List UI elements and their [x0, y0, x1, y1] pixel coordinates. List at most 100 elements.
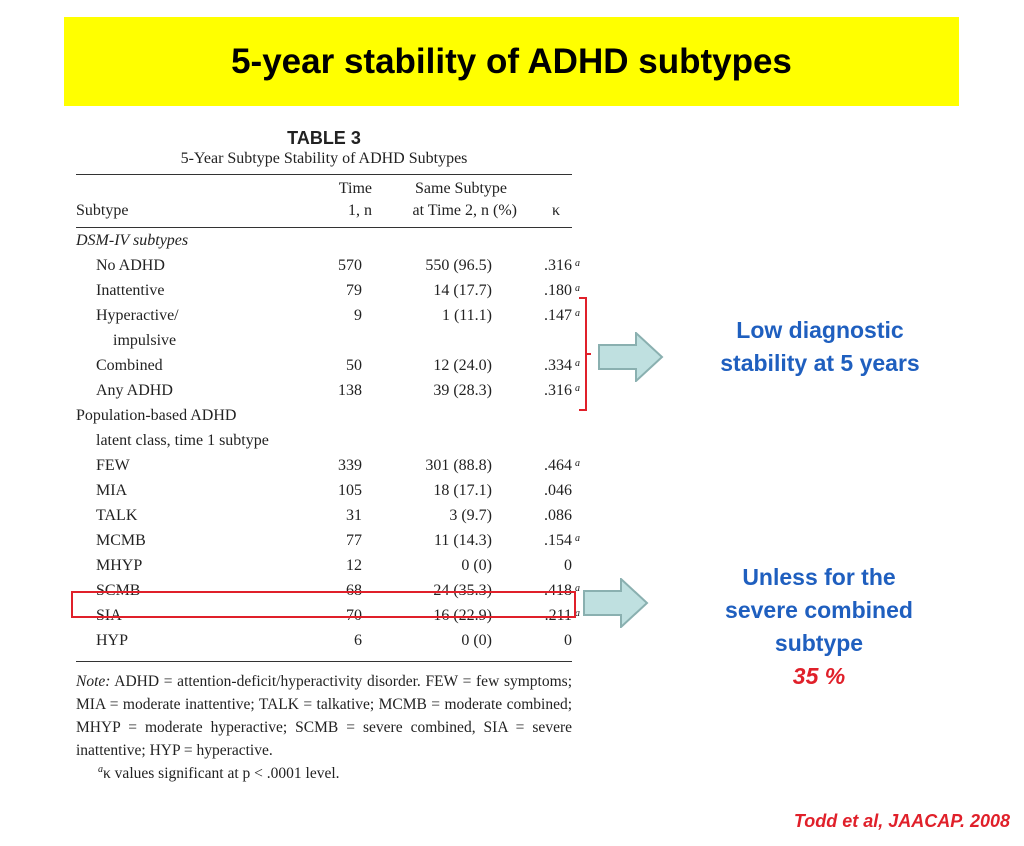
cell-subtype: FEW: [96, 457, 130, 474]
cell-same-subtype: 301 (88.8): [425, 457, 492, 474]
table-header: Subtype Time 1, n Same Subtype at Time 2…: [76, 175, 572, 227]
cell-same-subtype: 12 (24.0): [433, 357, 492, 374]
significance-mark: a: [575, 283, 580, 294]
table-row: No ADHD 570 550 (96.5) .316 a: [76, 253, 580, 278]
cell-same-subtype: 0 (0): [461, 557, 492, 574]
significance-mark: a: [575, 533, 580, 544]
cell-subtype: MHYP: [96, 557, 143, 574]
cell-subtype: MCMB: [96, 532, 146, 549]
table-note: Note: ADHD = attention-deficit/hyperacti…: [76, 670, 572, 762]
cell-time1-n: 6: [354, 632, 362, 649]
cell-subtype: TALK: [96, 507, 138, 524]
cell-time1-n: 570: [338, 257, 362, 274]
section-pop-cont: latent class, time 1 subtype: [76, 428, 572, 453]
table-row-continuation: impulsive: [76, 328, 572, 353]
cell-time1-n: 138: [338, 382, 362, 399]
severe-combined-callout: Unless for the severe combined subtype 3…: [683, 561, 955, 693]
table-row: MIA 105 18 (17.1) .046: [76, 478, 572, 503]
cell-time1-n: 12: [346, 557, 362, 574]
cell-subtype: Any ADHD: [96, 382, 173, 399]
cell-time1-n: 77: [346, 532, 362, 549]
cell-same-subtype: 18 (17.1): [433, 482, 492, 499]
cell-kappa: .180: [544, 282, 572, 299]
cell-kappa: .334: [544, 357, 572, 374]
table-bottom-rule: [76, 661, 572, 662]
callout-line: stability at 5 years: [720, 350, 920, 376]
arrow-right-icon: [598, 332, 664, 382]
pop-rows: FEW 339 301 (88.8) .464 a MIA 105 18 (17.1) .046…: [76, 453, 580, 653]
callout-percentage: 35 %: [792, 663, 846, 689]
significance-mark: a: [575, 583, 580, 594]
cell-subtype-continued: impulsive: [113, 332, 177, 349]
cell-time1-n: 68: [346, 582, 362, 599]
low-stability-callout: Low diagnostic stability at 5 years: [680, 314, 960, 380]
cell-kappa: .046: [544, 482, 572, 499]
cell-time1-n: 31: [346, 507, 362, 524]
stability-table: TABLE 3 5-Year Subtype Stability of ADHD…: [76, 128, 580, 785]
callout-line: Unless for the: [742, 564, 896, 590]
table-row: MHYP 12 0 (0) 0: [76, 553, 572, 578]
callout-line: severe combined: [725, 597, 913, 623]
section-pop-label-1: Population-based ADHD: [76, 407, 237, 424]
table-row: FEW 339 301 (88.8) .464 a: [76, 453, 580, 478]
title-banner: 5-year stability of ADHD subtypes: [64, 17, 959, 106]
dsm-rows: No ADHD 570 550 (96.5) .316 a Inattentive 79 14…: [76, 253, 580, 403]
scmb-highlight-box: [71, 591, 576, 618]
arrow-right-icon: [583, 578, 649, 628]
cell-subtype: Combined: [96, 357, 163, 374]
cell-time1-n: 105: [338, 482, 362, 499]
section-pop: Population-based ADHD: [76, 403, 572, 428]
footnote-mark: a: [98, 763, 103, 775]
table-row: TALK 31 3 (9.7) .086: [76, 503, 572, 528]
cell-subtype: SIA: [96, 607, 122, 624]
table-row: Inattentive 79 14 (17.7) .180 a: [76, 278, 580, 303]
cell-kappa: .147: [544, 307, 572, 324]
header-subtype: Subtype: [76, 202, 129, 219]
cell-kappa: .464: [544, 457, 572, 474]
table-row: SIA 70 16 (22.9) .211 a: [76, 603, 580, 628]
cell-kappa: .316: [544, 382, 572, 399]
cell-same-subtype: 3 (9.7): [449, 507, 492, 524]
cell-kappa: .086: [544, 507, 572, 524]
cell-subtype: SCMB: [96, 582, 141, 599]
cell-same-subtype: 0 (0): [461, 632, 492, 649]
table-header-rule: [76, 227, 572, 228]
cell-same-subtype: 16 (22.9): [433, 607, 492, 624]
note-text: ADHD = attention-deficit/hyperactivity d…: [76, 673, 572, 759]
cell-subtype: Inattentive: [96, 282, 165, 299]
cell-time1-n: 9: [354, 307, 362, 324]
cell-same-subtype: 1 (11.1): [441, 307, 492, 324]
cell-time1-n: 339: [338, 457, 362, 474]
cell-time1-n: 50: [346, 357, 362, 374]
section-pop-label-2: latent class, time 1 subtype: [96, 432, 269, 449]
callout-line: subtype: [774, 630, 864, 656]
header-time1-line1: Time: [338, 180, 372, 197]
citation: Todd et al, JAACAP. 2008: [793, 811, 1010, 831]
callout-line: Low diagnostic: [736, 317, 904, 343]
section-dsm-label: DSM-IV subtypes: [76, 232, 189, 249]
section-dsm: DSM-IV subtypes: [76, 228, 572, 253]
significance-mark: a: [575, 258, 580, 269]
significance-mark: a: [575, 608, 580, 619]
cell-subtype: MIA: [96, 482, 128, 499]
cell-kappa: .316: [544, 257, 572, 274]
cell-subtype: No ADHD: [96, 257, 165, 274]
cell-kappa: 0: [564, 632, 572, 649]
cell-subtype: HYP: [96, 632, 129, 649]
significance-mark: a: [575, 358, 580, 369]
header-same-line2: at Time 2, n (%): [412, 202, 517, 219]
table-row: Any ADHD 138 39 (28.3) .316 a: [76, 378, 580, 403]
cell-same-subtype: 24 (35.3): [433, 582, 492, 599]
cell-same-subtype: 14 (17.7): [433, 282, 492, 299]
table-row: HYP 6 0 (0) 0: [76, 628, 572, 653]
table-row: Hyperactive/9 1 (11.1) .147 a: [76, 303, 580, 328]
table-row: MCMB 77 11 (14.3) .154 a: [76, 528, 580, 553]
slide-title: 5-year stability of ADHD subtypes: [231, 41, 792, 81]
bracket-icon: [579, 297, 591, 411]
significance-mark: a: [575, 308, 580, 319]
table-footnote: aκ values significant at p < .0001 level…: [76, 762, 572, 785]
significance-mark: a: [575, 383, 580, 394]
cell-same-subtype: 550 (96.5): [425, 257, 492, 274]
table-caption: 5-Year Subtype Stability of ADHD Subtype…: [180, 150, 468, 167]
cell-same-subtype: 39 (28.3): [433, 382, 492, 399]
